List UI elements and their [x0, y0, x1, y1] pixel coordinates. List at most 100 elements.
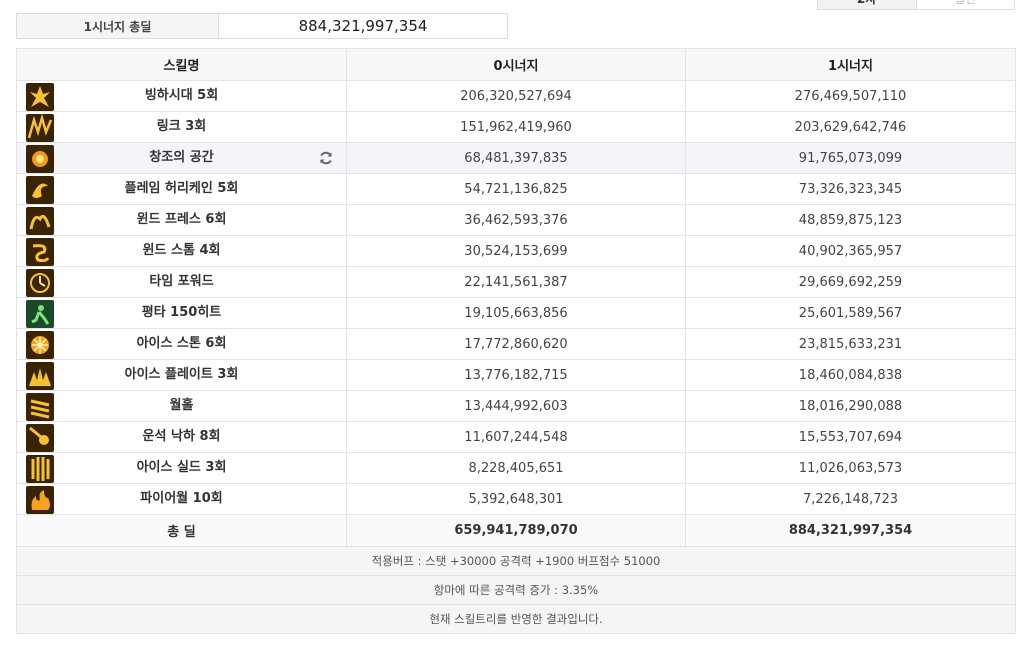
skill-cell: 아이스 실드 3회 [16, 452, 347, 484]
skill-cell: 운석 낙하 8회 [16, 421, 347, 453]
total-label: 총 딜 [16, 514, 347, 547]
skill-cell: 파이어월 10회 [16, 483, 347, 515]
damage-synergy-1: 203,629,642,746 [685, 111, 1016, 143]
damage-synergy-0: 13,444,992,603 [346, 390, 686, 422]
summary-label: 1시너지 총딜 [17, 14, 219, 38]
note-buff: 적용버프 : 스탯 +30000 공격력 +1900 버프점수 51000 [16, 546, 1016, 576]
flame-hurricane-icon [26, 176, 54, 204]
meteor-icon [26, 424, 54, 452]
skill-cell: 윈드 프레스 6회 [16, 204, 347, 236]
glacial-icon [26, 83, 54, 111]
damage-synergy-0: 22,141,561,387 [346, 266, 686, 298]
skill-cell: 빙하시대 5회 [16, 80, 347, 112]
damage-synergy-1: 276,469,507,110 [685, 80, 1016, 112]
skill-cell: 평타 150히트 [16, 297, 347, 329]
table-row: 월홀 13,444,992,603 18,016,290,088 [16, 390, 1016, 422]
table-row: 빙하시대 5회 206,320,527,694 276,469,507,110 [16, 80, 1016, 112]
skill-cell: 타임 포워드 [16, 266, 347, 298]
skill-cell: 플레임 허리케인 5회 [16, 173, 347, 205]
damage-synergy-0: 11,607,244,548 [346, 421, 686, 453]
damage-synergy-1: 48,859,875,123 [685, 204, 1016, 236]
ice-stone-icon [26, 331, 54, 359]
table-row: 평타 150히트 19,105,663,856 25,601,589,567 [16, 297, 1016, 329]
header-synergy-0: 0시너지 [346, 48, 686, 81]
skill-name: 빙하시대 5회 [144, 88, 219, 103]
damage-synergy-0: 13,776,182,715 [346, 359, 686, 391]
skill-name: 타임 포워드 [149, 274, 214, 289]
result-tabs: 2차 일반 [817, 0, 1015, 10]
table-row: 윈드 프레스 6회 36,462,593,376 48,859,875,123 [16, 204, 1016, 236]
note-row: 적용버프 : 스탯 +30000 공격력 +1900 버프점수 51000 [16, 546, 1016, 576]
table-row: 운석 낙하 8회 11,607,244,548 15,553,707,694 [16, 421, 1016, 453]
damage-table: 스킬명 0시너지 1시너지 빙하시대 5회 206,320,527,694 276,… [16, 48, 1016, 634]
damage-synergy-1: 91,765,073,099 [685, 142, 1016, 174]
skill-cell: 창조의 공간 [16, 142, 347, 174]
table-row: 아이스 스톤 6회 17,772,860,620 23,815,633,231 [16, 328, 1016, 360]
table-row: 아이스 플레이트 3회 13,776,182,715 18,460,084,838 [16, 359, 1016, 391]
table-header-row: 스킬명 0시너지 1시너지 [16, 48, 1016, 81]
damage-synergy-1: 23,815,633,231 [685, 328, 1016, 360]
time-forward-icon [26, 269, 54, 297]
firewall-icon [26, 486, 54, 514]
skill-name: 아이스 플레이트 3회 [124, 367, 239, 382]
skill-name: 링크 3회 [156, 119, 207, 134]
skill-name: 아이스 스톤 6회 [136, 336, 227, 351]
table-row: 창조의 공간 68,481,397,835 91,765,073,099 [16, 142, 1016, 174]
damage-synergy-1: 40,902,365,957 [685, 235, 1016, 267]
wormhole-icon [26, 393, 54, 421]
note-row: 현재 스킬트리를 반영한 결과입니다. [16, 604, 1016, 634]
table-row: 윈드 스톰 4회 30,524,153,699 40,902,365,957 [16, 235, 1016, 267]
wind-storm-icon [26, 238, 54, 266]
note-attack-increase: 항마에 따른 공격력 증가 : 3.35% [16, 575, 1016, 605]
table-row: 플레임 허리케인 5회 54,721,136,825 73,326,323,345 [16, 173, 1016, 205]
skill-cell: 윈드 스톰 4회 [16, 235, 347, 267]
damage-synergy-1: 11,026,063,573 [685, 452, 1016, 484]
skill-cell: 링크 3회 [16, 111, 347, 143]
summary-value: 884,321,997,354 [298, 17, 428, 35]
total-row: 총 딜 659,941,789,070 884,321,997,354 [16, 514, 1016, 547]
damage-synergy-1: 29,669,692,259 [685, 266, 1016, 298]
header-synergy-1: 1시너지 [685, 48, 1016, 81]
skill-cell: 월홀 [16, 390, 347, 422]
damage-synergy-0: 5,392,648,301 [346, 483, 686, 515]
damage-synergy-0: 19,105,663,856 [346, 297, 686, 329]
damage-synergy-0: 30,524,153,699 [346, 235, 686, 267]
table-row: 타임 포워드 22,141,561,387 29,669,692,259 [16, 266, 1016, 298]
link-icon [26, 114, 54, 142]
damage-synergy-0: 54,721,136,825 [346, 173, 686, 205]
note-row: 항마에 따른 공격력 증가 : 3.35% [16, 575, 1016, 605]
skill-name: 월홀 [169, 398, 194, 413]
basic-attack-icon [26, 300, 54, 328]
synergy-total-summary: 1시너지 총딜 884,321,997,354 [16, 13, 508, 39]
creation-space-icon [26, 145, 54, 173]
skill-cell: 아이스 플레이트 3회 [16, 359, 347, 391]
damage-synergy-0: 206,320,527,694 [346, 80, 686, 112]
damage-synergy-1: 7,226,148,723 [685, 483, 1016, 515]
table-row: 아이스 실드 3회 8,228,405,651 11,026,063,573 [16, 452, 1016, 484]
damage-synergy-1: 25,601,589,567 [685, 297, 1016, 329]
ice-plate-icon [26, 362, 54, 390]
skill-cell: 아이스 스톤 6회 [16, 328, 347, 360]
skill-name: 평타 150히트 [141, 305, 222, 320]
skill-name: 플레임 허리케인 5회 [124, 181, 239, 196]
table-row: 파이어월 10회 5,392,648,301 7,226,148,723 [16, 483, 1016, 515]
damage-synergy-1: 18,460,084,838 [685, 359, 1016, 391]
damage-synergy-1: 73,326,323,345 [685, 173, 1016, 205]
damage-synergy-0: 36,462,593,376 [346, 204, 686, 236]
tab-2nd[interactable]: 2차 [817, 0, 917, 10]
ice-shield-icon [26, 455, 54, 483]
tab-normal[interactable]: 일반 [916, 0, 1015, 10]
note-skilltree: 현재 스킬트리를 반영한 결과입니다. [16, 604, 1016, 634]
skill-name: 파이어월 10회 [140, 491, 223, 506]
header-skill-name: 스킬명 [16, 48, 347, 81]
damage-synergy-0: 68,481,397,835 [346, 142, 686, 174]
skill-name: 창조의 공간 [149, 150, 214, 165]
skill-name: 아이스 실드 3회 [136, 460, 227, 475]
wind-press-icon [26, 207, 54, 235]
damage-synergy-1: 15,553,707,694 [685, 421, 1016, 453]
skill-name: 윈드 프레스 6회 [136, 212, 227, 227]
damage-synergy-0: 151,962,419,960 [346, 111, 686, 143]
refresh-icon[interactable] [318, 150, 334, 166]
total-synergy-0: 659,941,789,070 [346, 514, 686, 547]
damage-synergy-1: 18,016,290,088 [685, 390, 1016, 422]
